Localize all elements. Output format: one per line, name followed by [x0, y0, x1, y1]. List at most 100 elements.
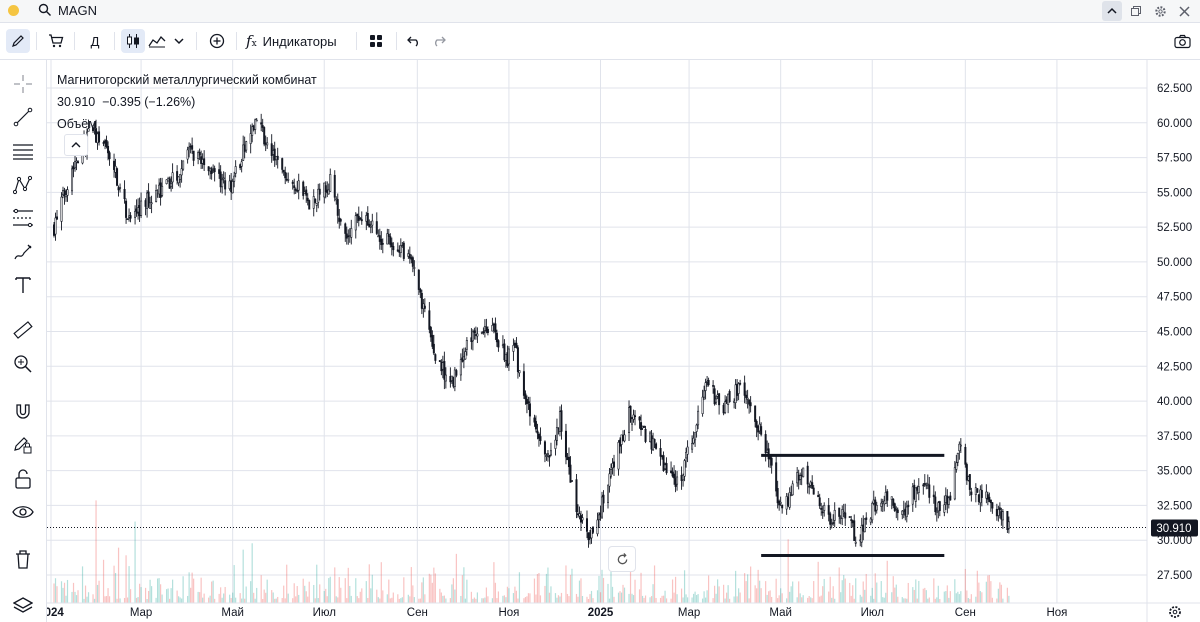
chart-settings-gear-icon[interactable] — [1169, 606, 1181, 618]
interval-button[interactable]: Д — [90, 33, 100, 49]
volume-bar — [224, 586, 226, 603]
candle-body — [917, 486, 920, 493]
candle-body — [294, 188, 297, 191]
indicators-button[interactable]: fx Индикаторы — [246, 29, 346, 53]
chevron-down-icon[interactable] — [170, 29, 188, 53]
volume-bar — [844, 578, 846, 603]
candle-body — [943, 504, 946, 513]
undo-icon[interactable] — [403, 29, 425, 53]
candle-body — [422, 303, 425, 309]
restore-window-icon[interactable] — [1126, 1, 1146, 21]
candle-body — [128, 215, 131, 218]
magnet-icon[interactable] — [11, 399, 35, 423]
candle-body — [338, 217, 341, 222]
horizontal-lines-icon[interactable] — [11, 139, 35, 163]
volume-bar — [620, 592, 623, 603]
candle-body — [432, 343, 435, 354]
candle-body — [378, 235, 381, 242]
price-tick-label: 60.000 — [1157, 118, 1192, 130]
time-axis[interactable]: 2024 Мар Май Июл Сен Ноя 2025 Мар Май Июл Сен Ноя — [47, 602, 1200, 619]
toolbar-divider — [74, 32, 75, 50]
brush-icon[interactable] — [11, 240, 35, 264]
search-icon[interactable] — [38, 3, 52, 17]
legend-collapse-button[interactable] — [64, 134, 88, 156]
lock-drawing-pencil-icon[interactable] — [11, 433, 35, 457]
text-tool-icon[interactable] — [11, 273, 35, 297]
volume-bar — [575, 593, 578, 603]
candle-body — [694, 432, 697, 441]
close-icon[interactable] — [1174, 1, 1194, 21]
redo-icon[interactable] — [428, 29, 450, 53]
candle-body — [251, 126, 254, 136]
volume-bar — [370, 588, 372, 603]
window-controls — [1102, 1, 1194, 21]
candle-body — [806, 465, 809, 485]
gear-icon[interactable] — [1150, 1, 1170, 21]
candle-body — [829, 513, 832, 525]
camera-icon[interactable] — [1170, 29, 1194, 53]
price-chart[interactable]: 62.500 60.000 57.500 55.000 52.500 50.000 47.5… — [47, 60, 1200, 622]
layers-icon[interactable] — [11, 593, 35, 617]
candle-body — [875, 504, 878, 511]
chevron-up-icon[interactable] — [1102, 1, 1122, 21]
candle-body — [617, 442, 620, 470]
volume-bar — [680, 588, 683, 603]
volume-bar — [220, 587, 222, 603]
trend-line-icon[interactable] — [11, 105, 35, 129]
volume-bar — [735, 570, 737, 603]
candle-body — [926, 483, 929, 486]
zoom-in-icon[interactable] — [11, 352, 35, 376]
candle-body — [619, 439, 622, 447]
candle-body — [683, 460, 686, 477]
volume-bar — [359, 591, 361, 603]
candle-body — [674, 478, 677, 487]
volume-bar — [894, 587, 896, 603]
volume-bar — [87, 592, 90, 603]
symbol-search-input[interactable]: MAGN — [58, 3, 97, 18]
candles-chart-type-icon[interactable] — [121, 29, 145, 53]
candle-body — [554, 439, 557, 449]
price-axis[interactable]: 62.500 60.000 57.500 55.000 52.500 50.000 47.5… — [47, 60, 1200, 622]
candle-body — [692, 437, 695, 444]
volume-bar — [644, 595, 647, 603]
volume-bar — [397, 594, 399, 603]
ruler-icon[interactable] — [11, 318, 35, 342]
fib-retracement-icon[interactable] — [11, 206, 35, 230]
candle-body — [197, 152, 200, 159]
layout-grid-icon[interactable] — [364, 29, 388, 53]
crosshair-icon[interactable] — [11, 72, 35, 96]
candle-body — [665, 463, 668, 474]
candle-body — [366, 213, 369, 226]
candle-body — [713, 388, 716, 405]
unlock-icon[interactable] — [11, 467, 35, 491]
volume-bar — [955, 593, 957, 603]
cart-icon[interactable] — [44, 29, 68, 53]
volume-bar — [990, 581, 992, 603]
volume-label[interactable]: Объём — [57, 117, 97, 131]
price-tick-label: 27.500 — [1157, 570, 1192, 582]
volume-bar — [464, 598, 466, 603]
reset-chart-button[interactable] — [608, 546, 636, 572]
volume-bar — [780, 588, 782, 603]
volume-bar — [199, 592, 201, 603]
volume-bar — [539, 595, 542, 603]
area-chart-type-icon[interactable] — [146, 29, 168, 53]
candle-body — [643, 426, 646, 428]
volume-bar — [781, 593, 783, 603]
volume-bar — [629, 571, 632, 603]
volume-bar — [340, 587, 342, 603]
eye-icon[interactable] — [11, 500, 35, 524]
volume-bar — [178, 596, 180, 603]
trash-icon[interactable] — [11, 547, 35, 571]
volume-bar — [419, 598, 421, 603]
pattern-tool-icon[interactable] — [11, 173, 35, 197]
top-bar: MAGN — [0, 0, 1200, 23]
candle-body — [546, 453, 549, 455]
volume-bar — [407, 594, 409, 603]
volume-bar — [777, 598, 779, 603]
pencil-icon[interactable] — [6, 29, 30, 53]
add-symbol-icon[interactable] — [205, 29, 229, 53]
user-drawn-lines[interactable] — [761, 453, 945, 558]
volume-bar — [628, 593, 630, 603]
volume-bar — [652, 584, 654, 603]
